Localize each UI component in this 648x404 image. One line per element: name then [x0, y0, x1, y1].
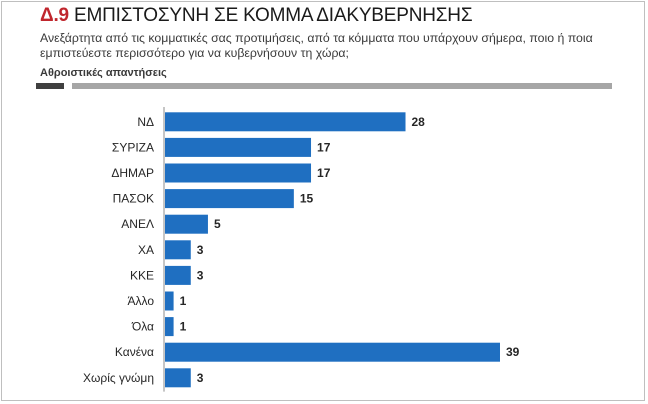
- bar: [165, 368, 191, 388]
- bar: [165, 291, 174, 311]
- category-label: ΑΝΕΛ: [121, 217, 154, 231]
- category-label: Κανένα: [115, 345, 154, 359]
- category-label: ΚΚΕ: [130, 268, 154, 282]
- divider-dark: [36, 83, 64, 89]
- category-label: ΣΥΡΙΖΑ: [112, 140, 154, 154]
- question-text: Ανεξάρτητα από τις κομματικές σας προτιμ…: [40, 31, 593, 60]
- category-label: Όλα: [131, 320, 154, 334]
- title-number: Δ.9: [40, 5, 69, 26]
- bar: [165, 189, 294, 209]
- category-label: Χωρίς γνώμη: [83, 371, 154, 385]
- data-label: 39: [506, 345, 520, 359]
- divider-light: [72, 83, 612, 89]
- data-label: 15: [300, 192, 314, 206]
- bar: [165, 214, 208, 234]
- bar: [165, 342, 500, 362]
- data-label: 17: [317, 166, 331, 180]
- category-label: ΧΑ: [138, 243, 154, 257]
- bar: [165, 137, 312, 157]
- bar: [165, 265, 191, 285]
- bar: [165, 163, 312, 183]
- data-label: 3: [197, 371, 204, 385]
- data-label: 3: [197, 268, 204, 282]
- data-label: 1: [180, 320, 187, 334]
- bar: [165, 317, 174, 337]
- data-label: 17: [317, 140, 331, 154]
- bar: [165, 240, 191, 260]
- category-label: ΝΔ: [137, 115, 154, 129]
- page-title: Δ.9 ΕΜΠΙΣΤΟΣΥΝΗ ΣΕ ΚΟΜΜΑ ΔΙΑΚΥΒΕΡΝΗΣΗΣ: [40, 5, 473, 27]
- title-text: ΕΜΠΙΣΤΟΣΥΝΗ ΣΕ ΚΟΜΜΑ ΔΙΑΚΥΒΕΡΝΗΣΗΣ: [74, 5, 473, 26]
- bar: [165, 112, 406, 132]
- category-label: ΔΗΜΑΡ: [111, 166, 154, 180]
- data-label: 28: [412, 115, 426, 129]
- category-label: Άλλο: [127, 294, 154, 308]
- data-label: 5: [214, 217, 221, 231]
- data-label: 3: [197, 243, 204, 257]
- category-label: ΠΑΣΟΚ: [113, 192, 154, 206]
- note-text: Αθροιστικές απαντήσεις: [40, 67, 167, 79]
- data-label: 1: [180, 294, 187, 308]
